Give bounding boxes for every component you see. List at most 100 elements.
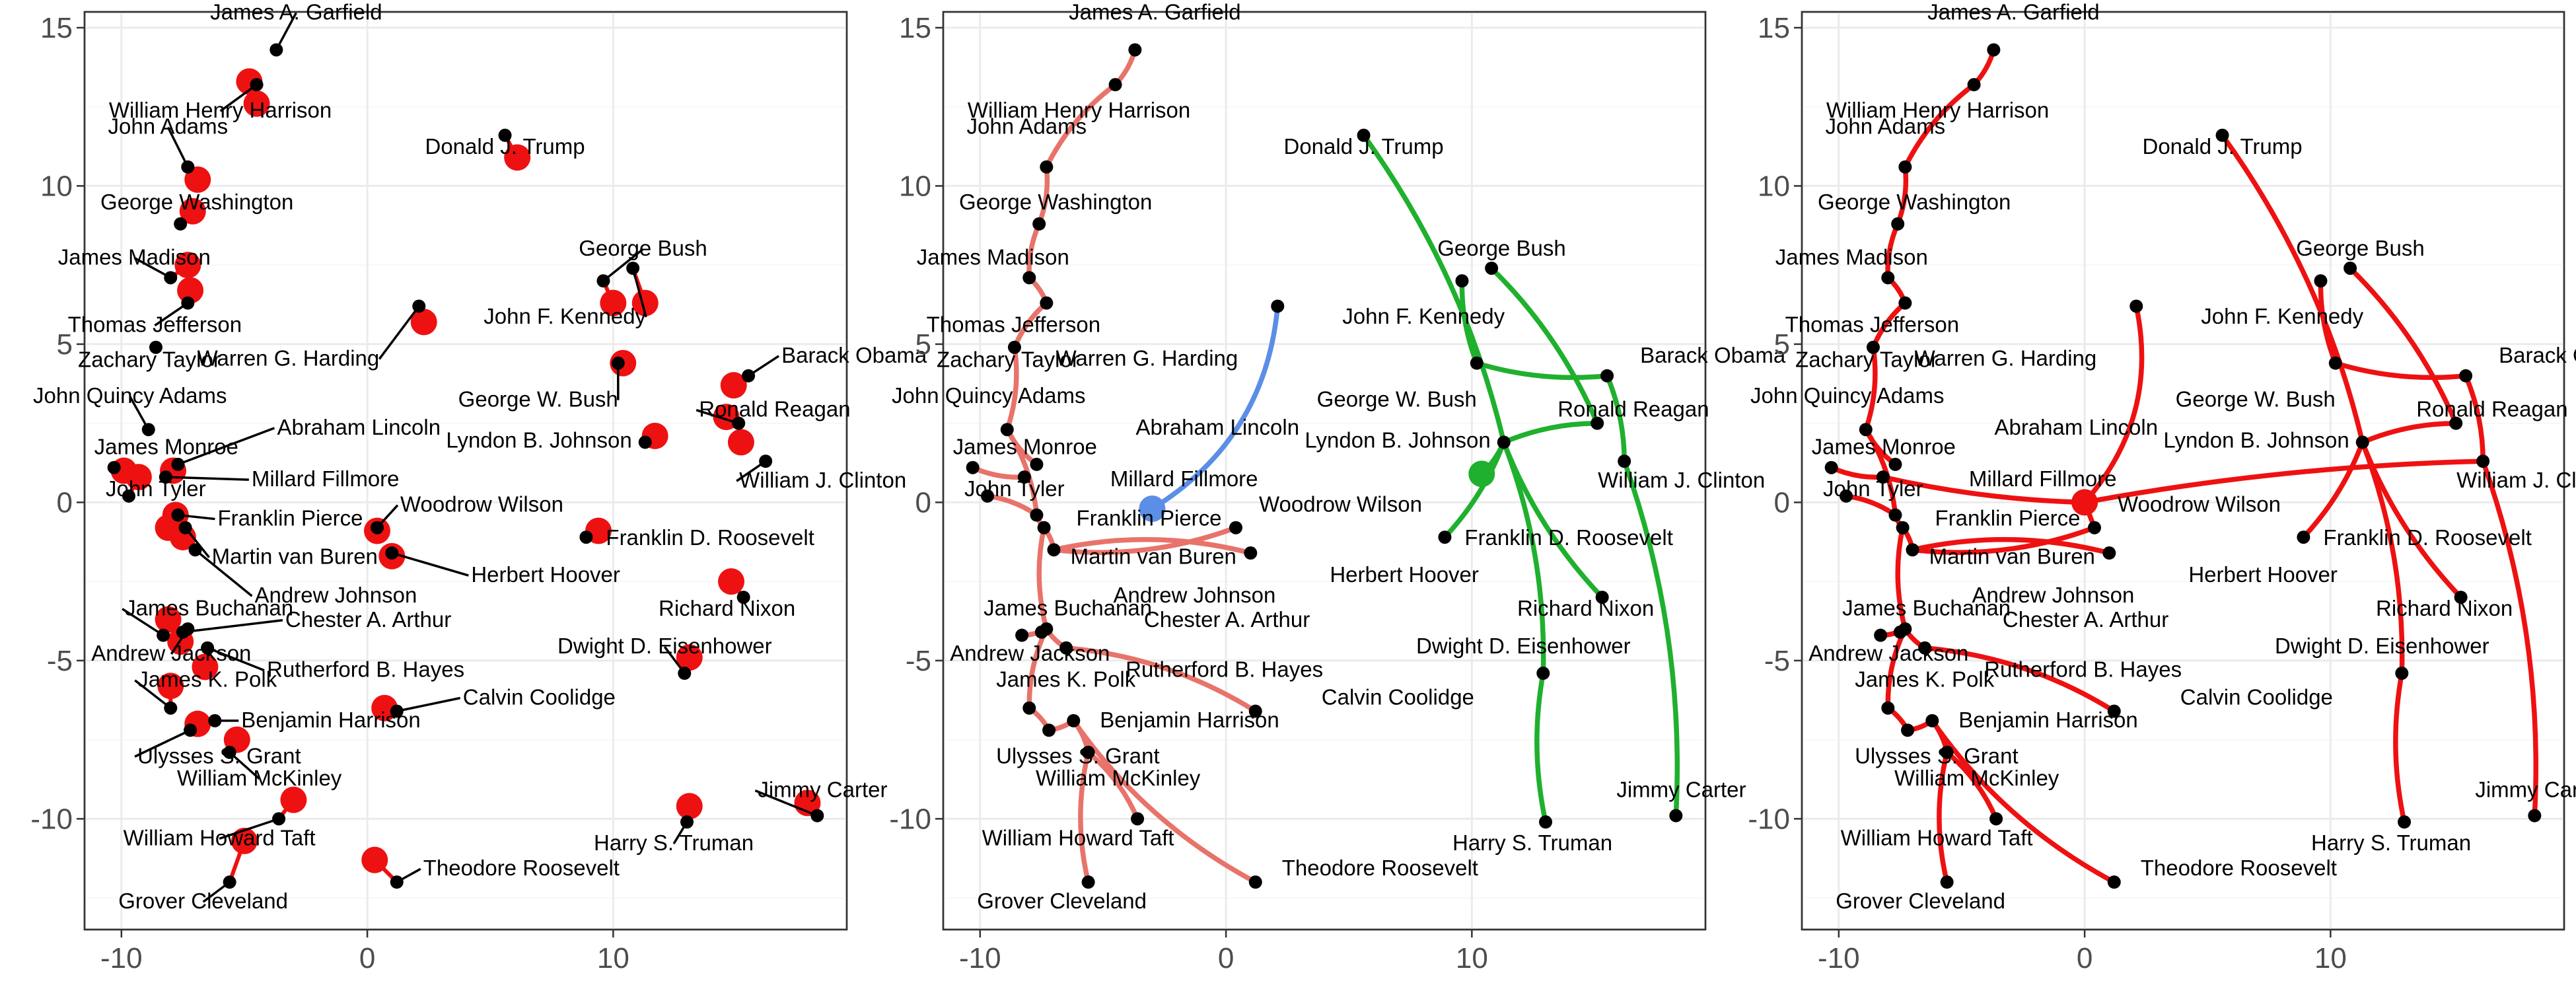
tree-edge <box>1929 718 2117 885</box>
label-leader-line <box>275 12 297 51</box>
data-point-jimmy-carter <box>1669 809 1683 823</box>
tree-edge <box>1863 427 1898 518</box>
cluster-center-15 <box>157 673 184 700</box>
cluster-center-19 <box>280 786 307 813</box>
point-label-millard-fillmore: Millard Fillmore <box>252 466 400 491</box>
data-point-rutherford-b-hayes <box>1918 641 1932 655</box>
point-label-andrew-johnson: Andrew Johnson <box>1114 583 1276 607</box>
data-point-james-monroe <box>107 460 121 474</box>
data-point-richard-nixon <box>1595 591 1609 605</box>
point-label-william-howard-taft: William Howard Taft <box>982 825 1174 850</box>
data-point-ronald-reagan <box>2449 416 2463 430</box>
tree-edge <box>2333 360 2468 381</box>
data-point-john-quincy-adams <box>1000 423 1014 437</box>
tree-edge <box>1863 344 1878 432</box>
tree-edge <box>2082 459 2486 505</box>
data-point-andrew-johnson <box>188 543 202 557</box>
data-point-theodore-roosevelt <box>1248 875 1262 889</box>
data-point-franklin-pierce <box>1888 508 1902 522</box>
label-leader-line <box>133 256 172 279</box>
data-point-john-f-kennedy <box>626 261 640 275</box>
data-point-james-buchanan <box>157 628 170 642</box>
tree-edge <box>2359 420 2458 445</box>
data-point-barack-obama <box>742 369 756 383</box>
point-label-jimmy-carter: Jimmy Carter <box>1616 778 1746 802</box>
point-label-grover-cleveland: Grover Cleveland <box>118 889 288 913</box>
tree-edge <box>1085 750 1140 822</box>
cluster-center-20 <box>361 846 388 873</box>
point-label-grover-cleveland: Grover Cleveland <box>1836 889 2005 913</box>
point-label-james-a-garfield: James A. Garfield <box>1069 0 1240 24</box>
y-tick-label: 0 <box>57 486 73 519</box>
data-point-william-henry-harrison <box>250 78 264 92</box>
point-label-theodore-roosevelt: Theodore Roosevelt <box>423 856 620 880</box>
point-label-andrew-jackson: Andrew Jackson <box>1808 641 1968 665</box>
data-point-james-k-polk <box>1881 701 1895 715</box>
point-label-james-monroe: James Monroe <box>1812 435 1956 459</box>
point-label-john-quincy-adams: John Quincy Adams <box>892 383 1086 408</box>
point-label-abraham-lincoln: Abraham Lincoln <box>1135 415 1299 439</box>
data-point-woodrow-wilson <box>370 521 384 534</box>
tree-edge <box>1005 344 1019 432</box>
cluster-center-5 <box>177 277 204 304</box>
data-point-abraham-lincoln <box>1030 457 1044 471</box>
cluster-center-3 <box>179 198 206 225</box>
data-point-woodrow-wilson <box>2087 521 2101 534</box>
point-label-james-monroe: James Monroe <box>94 435 238 459</box>
data-point-george-washington <box>174 217 188 231</box>
point-label-lyndon-b-johnson: Lyndon B. Johnson <box>2163 427 2349 452</box>
point-label-william-mckinley: William McKinley <box>177 766 342 790</box>
tree-edge <box>2318 278 2338 366</box>
panel-border <box>1801 11 2565 931</box>
panel-background <box>942 11 1707 931</box>
data-point-zachary-taylor <box>149 340 162 354</box>
data-point-grover-cleveland <box>1940 875 1954 889</box>
tree-edge <box>1044 82 1118 170</box>
data-point-herbert-hoover <box>1244 546 1258 560</box>
point-label-william-henry-harrison: William Henry Harrison <box>1826 98 2049 122</box>
data-point-james-buchanan <box>1874 628 1888 642</box>
data-point-william-howard-taft <box>1131 812 1145 826</box>
data-point-donald-j-trump <box>2215 128 2229 142</box>
data-point-zachary-taylor <box>1007 340 1021 354</box>
data-point-william-howard-taft <box>1989 812 2003 826</box>
point-label-zachary-taylor: Zachary Taylor <box>1795 348 1938 372</box>
point-label-harry-s-truman: Harry S. Truman <box>2311 830 2471 855</box>
point-label-james-madison: James Madison <box>917 244 1069 269</box>
data-point-ronald-reagan <box>732 416 746 430</box>
point-label-martin-van-buren: Martin van Buren <box>1071 544 1236 569</box>
data-point-lyndon-b-johnson <box>2355 435 2369 449</box>
data-point-ronald-reagan <box>1591 416 1604 430</box>
data-point-andrew-johnson <box>1906 543 1919 557</box>
data-point-george-washington <box>1032 217 1046 231</box>
data-point-william-mckinley <box>223 745 236 759</box>
data-point-millard-fillmore <box>159 470 172 484</box>
x-tick-label: 0 <box>1218 942 1234 974</box>
data-point-james-a-garfield <box>269 43 283 57</box>
tree-edge <box>1910 536 2112 556</box>
point-label-john-f-kennedy: John F. Kennedy <box>1342 304 1505 328</box>
y-tick-label: -5 <box>1764 645 1790 677</box>
data-point-franklin-pierce <box>171 508 185 522</box>
tree-edge <box>1005 427 1040 518</box>
data-point-benjamin-harrison <box>1067 714 1081 727</box>
point-label-john-f-kennedy: John F. Kennedy <box>483 304 646 328</box>
cluster-center-29 <box>720 372 747 399</box>
label-leader-line <box>631 268 647 318</box>
tree-edge <box>2301 439 2365 540</box>
point-label-martin-van-buren: Martin van Buren <box>1929 544 2095 569</box>
data-point-donald-j-trump <box>1357 128 1371 142</box>
data-point-james-a-garfield <box>1128 43 1142 57</box>
data-point-jimmy-carter <box>810 809 824 823</box>
label-leader-line <box>166 126 189 168</box>
point-label-george-w-bush: George W. Bush <box>1317 387 1477 412</box>
data-point-james-a-garfield <box>1987 43 2001 57</box>
data-point-calvin-coolidge <box>1248 704 1262 718</box>
point-label-warren-g-harding: Warren G. Harding <box>197 346 380 370</box>
point-label-andrew-johnson: Andrew Johnson <box>255 583 417 607</box>
point-label-grover-cleveland: Grover Cleveland <box>977 889 1147 913</box>
label-leader-line <box>154 302 189 327</box>
data-point-harry-s-truman <box>2398 815 2412 829</box>
data-point-george-w-bush <box>2328 356 2342 370</box>
tree-edge <box>1880 474 2087 505</box>
